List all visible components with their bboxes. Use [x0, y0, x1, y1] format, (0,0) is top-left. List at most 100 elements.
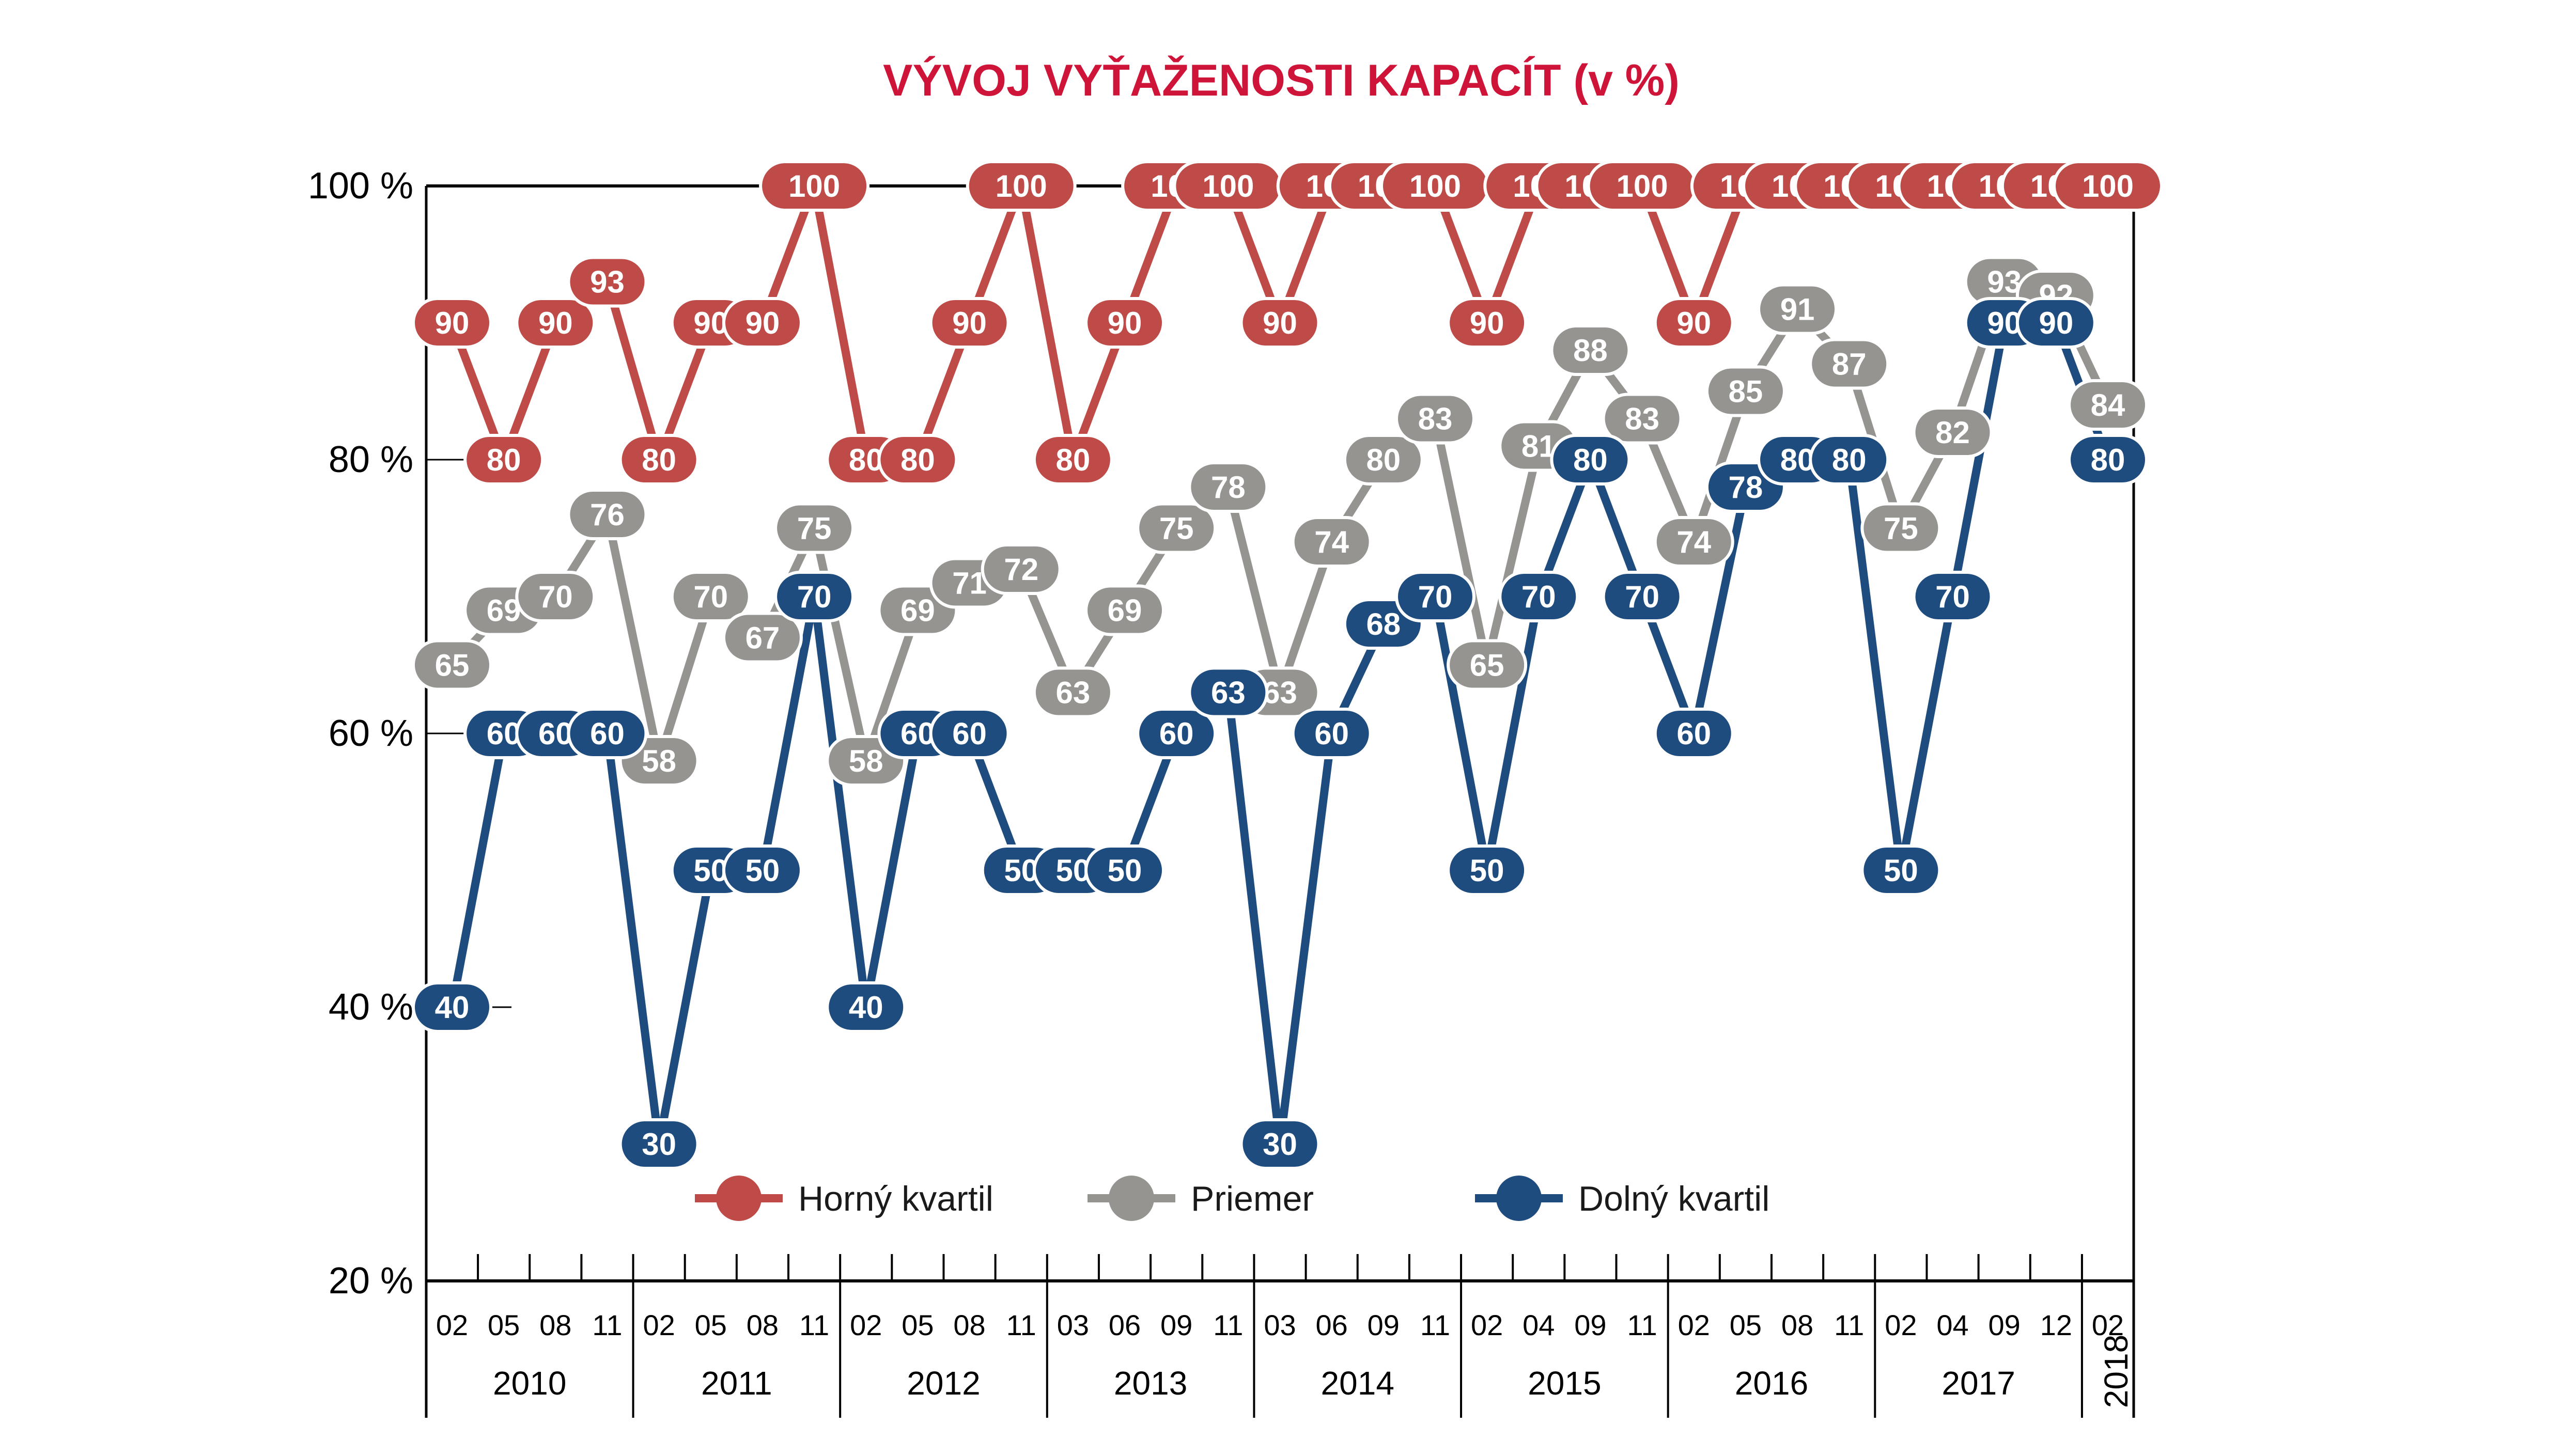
data-point-pill	[1032, 666, 1113, 718]
year-label-2016: 2016	[1735, 1365, 1808, 1402]
month-label-2015-04: 04	[1523, 1309, 1555, 1341]
y-tick-80: 80 %	[329, 439, 413, 480]
data-point-value: 78	[1729, 470, 1763, 505]
data-point-value: 93	[590, 265, 625, 300]
data-point-label: 87	[1809, 338, 1890, 390]
data-point-label: 80	[1809, 434, 1890, 486]
month-label-2012-08: 08	[953, 1309, 985, 1341]
year-label-2018: 2018	[2098, 1335, 2135, 1408]
data-point-value: 60	[590, 716, 625, 751]
data-point-pill	[463, 434, 545, 486]
data-point-pill	[981, 543, 1062, 595]
data-point-label: 70	[774, 571, 855, 622]
data-point-label: 83	[1602, 393, 1683, 445]
data-point-value: 58	[642, 744, 676, 778]
data-point-value: 70	[1521, 580, 1556, 614]
month-label-2016-05: 05	[1730, 1309, 1762, 1341]
data-point-value: 60	[1159, 716, 1194, 751]
data-point-label: 93	[567, 256, 648, 308]
month-label-2016-02: 02	[1678, 1309, 1710, 1341]
data-point-pill	[929, 297, 1010, 349]
data-point-label: 63	[1032, 666, 1113, 718]
data-point-label: 70	[670, 571, 751, 622]
data-point-label: 100	[2053, 160, 2163, 212]
month-label-2014-11: 11	[1420, 1309, 1450, 1341]
data-point-label: 88	[1550, 324, 1631, 376]
data-point-label: 80	[1343, 434, 1424, 486]
legend-label-upper-quartile: Horný kvartil	[798, 1179, 993, 1218]
data-point-value: 50	[1884, 853, 1918, 888]
month-label-2012-02: 02	[850, 1309, 882, 1341]
data-point-pill	[1809, 434, 1890, 486]
data-point-label: 80	[1550, 434, 1631, 486]
data-point-label: 90	[722, 297, 803, 349]
data-point-pill	[826, 981, 907, 1033]
data-point-value: 65	[435, 648, 470, 683]
data-point-pill	[1239, 1118, 1321, 1170]
data-point-value: 70	[797, 580, 832, 614]
data-point-pill	[722, 297, 803, 349]
data-point-value: 81	[1521, 429, 1556, 464]
data-point-label: 80	[2068, 434, 2148, 486]
month-label-2017-12: 12	[2040, 1309, 2072, 1341]
data-point-label: 83	[1394, 393, 1475, 445]
data-point-value: 63	[1211, 676, 1246, 710]
data-point-pill	[412, 297, 492, 349]
data-point-value: 69	[1108, 593, 1142, 628]
data-point-value: 80	[900, 443, 935, 477]
data-point-value: 50	[1108, 853, 1142, 888]
data-point-value: 91	[1780, 292, 1815, 327]
data-point-label: 60	[929, 708, 1010, 759]
data-point-label: 70	[1912, 571, 1993, 622]
data-point-pill	[1550, 434, 1631, 486]
data-point-value: 83	[1418, 402, 1453, 436]
data-point-value: 71	[952, 566, 987, 601]
data-point-pill	[1653, 516, 1734, 568]
data-point-label: 80	[1032, 434, 1113, 486]
data-point-value: 90	[1263, 306, 1297, 340]
data-point-pill	[929, 708, 1010, 759]
data-point-value: 65	[1470, 648, 1504, 683]
data-point-value: 67	[745, 621, 780, 655]
data-point-label: 78	[1188, 461, 1269, 513]
data-point-pill	[412, 639, 492, 691]
data-point-value: 100	[1409, 169, 1461, 203]
legend-label-lower-quartile: Dolný kvartil	[1578, 1179, 1769, 1218]
data-point-label: 60	[1653, 708, 1734, 759]
data-point-value: 78	[1211, 470, 1246, 505]
data-point-value: 69	[900, 593, 935, 628]
data-point-value: 50	[1470, 853, 1504, 888]
data-point-pill	[1860, 844, 1941, 896]
data-point-label: 84	[2068, 379, 2148, 431]
month-label-2014-03: 03	[1264, 1309, 1296, 1341]
data-point-label: 90	[1239, 297, 1321, 349]
data-point-value: 100	[788, 169, 840, 203]
month-label-2013-11: 11	[1213, 1309, 1243, 1341]
data-point-pill	[567, 489, 648, 540]
data-point-label: 80	[463, 434, 545, 486]
month-label-2011-05: 05	[695, 1309, 727, 1341]
data-point-value: 90	[952, 306, 987, 340]
legend-item-lower-quartile: Dolný kvartil	[1475, 1176, 1769, 1221]
data-point-label: 63	[1188, 666, 1269, 718]
data-point-pill	[1602, 393, 1683, 445]
data-point-pill	[1188, 666, 1269, 718]
data-point-label: 30	[1239, 1118, 1321, 1170]
data-point-value: 75	[1159, 511, 1194, 546]
data-point-value: 100	[1202, 169, 1254, 203]
data-point-label: 85	[1705, 365, 1786, 417]
year-label-2012: 2012	[907, 1365, 980, 1402]
series-labels-priemer: 65 69 70 76 58 70 67 75 58 69 71 72 63 69 75 78 63 74 80 83…	[412, 256, 2148, 787]
data-point-value: 80	[487, 443, 521, 477]
data-point-value: 68	[1366, 607, 1401, 641]
y-tick-20: 20 %	[329, 1260, 413, 1302]
data-point-label: 80	[618, 434, 700, 486]
data-point-label: 90	[1653, 297, 1734, 349]
month-label-2015-11: 11	[1627, 1309, 1657, 1341]
month-label-2013-06: 06	[1109, 1309, 1141, 1341]
data-point-pill	[670, 571, 751, 622]
data-point-label: 100	[966, 160, 1077, 212]
data-point-pill	[774, 502, 855, 554]
month-label-2012-11: 11	[1006, 1309, 1036, 1341]
